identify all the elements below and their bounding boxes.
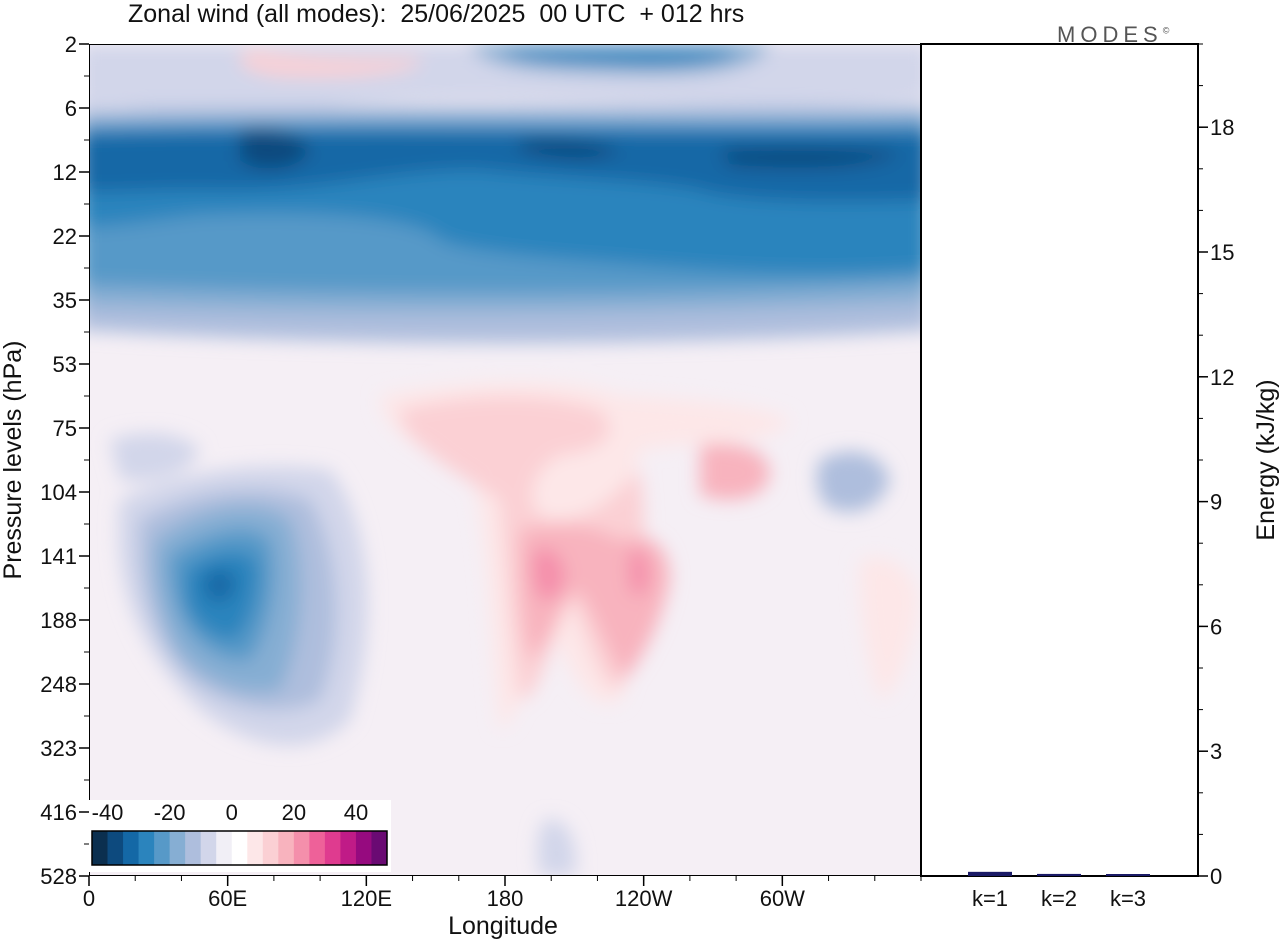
x-tick-label: 180 [487, 886, 524, 911]
colorbar-swatch [340, 831, 357, 865]
y-tick-label: 6 [65, 96, 77, 121]
logo-text: MODES [1057, 22, 1163, 47]
y-tick-label: 2 [65, 32, 77, 57]
chart-title: Zonal wind (all modes): 25/06/2025 00 UT… [128, 0, 745, 28]
y-tick-label: 35 [53, 288, 77, 313]
y-tick-label: 104 [40, 480, 77, 505]
x-tick-label: 60W [760, 886, 805, 911]
y-tick-label: 323 [40, 736, 77, 761]
energy-bar [1037, 873, 1081, 876]
energy-bar [1106, 874, 1150, 876]
y-tick-label: 53 [53, 352, 77, 377]
energy-tick-label: 15 [1210, 240, 1234, 265]
energy-panel [920, 43, 1199, 877]
x-axis-title: Longitude [448, 912, 558, 940]
colorbar-swatch [293, 831, 310, 865]
colorbar-swatch [123, 831, 140, 865]
colorbar-swatch [200, 831, 217, 865]
energy-tick-label: 18 [1210, 115, 1234, 140]
energy-axis-title: Energy (kJ/kg) [1252, 379, 1280, 540]
colorbar-frame [91, 830, 388, 866]
energy-tick-label: 3 [1210, 739, 1222, 764]
y-tick-label: 416 [40, 800, 77, 825]
colorbar: -40 -20 0 20 40 [88, 800, 391, 872]
y-tick-label: 141 [40, 544, 77, 569]
energy-tick-label: 9 [1210, 490, 1222, 515]
y-tick-label: 188 [40, 608, 77, 633]
energy-tick-label: 0 [1210, 864, 1222, 889]
colorbar-swatch [92, 831, 109, 865]
energy-category-label: k=1 [972, 886, 1008, 911]
colorbar-swatch [247, 831, 264, 865]
colorbar-swatch [107, 831, 124, 865]
y-tick-label: 75 [53, 416, 77, 441]
colorbar-swatch [231, 831, 248, 865]
energy-bar [968, 871, 1012, 876]
colorbar-tick-label: 20 [282, 800, 306, 825]
colorbar-tick-label: -20 [154, 800, 186, 825]
y-axis-title: Pressure levels (hPa) [0, 341, 27, 580]
modes-logo: MODES© [1057, 22, 1169, 48]
colorbar-tick-label: -40 [92, 800, 124, 825]
colorbar-swatch [185, 831, 202, 865]
x-tick-label: 120E [341, 886, 392, 911]
y-tick-label: 528 [40, 864, 77, 889]
energy-category-label: k=3 [1110, 886, 1146, 911]
colorbar-swatch [355, 831, 372, 865]
x-tick-label: 60E [208, 886, 247, 911]
colorbar-swatch [262, 831, 279, 865]
y-tick-label: 12 [53, 160, 77, 185]
colorbar-swatch [371, 831, 388, 865]
colorbar-swatch [169, 831, 186, 865]
y-tick-label: 22 [53, 224, 77, 249]
heatmap-area [89, 44, 921, 876]
colorbar-tick-label: 0 [226, 800, 238, 825]
colorbar-tick-label: 40 [344, 800, 368, 825]
x-tick-label: 0 [83, 886, 95, 911]
x-tick-label: 120W [615, 886, 673, 911]
logo-mark: © [1162, 25, 1170, 36]
colorbar-swatch [216, 831, 233, 865]
colorbar-swatch [138, 831, 155, 865]
energy-tick-label: 6 [1210, 614, 1222, 639]
axes: 0 60E 120E 180 120W 60W2612223553751041411882… [40, 32, 1234, 911]
energy-tick-label: 12 [1210, 365, 1234, 390]
colorbar-swatch [324, 831, 341, 865]
energy-category-label: k=2 [1041, 886, 1077, 911]
y-tick-label: 248 [40, 672, 77, 697]
colorbar-swatch [278, 831, 295, 865]
colorbar-swatch [309, 831, 326, 865]
colorbar-swatch [154, 831, 171, 865]
